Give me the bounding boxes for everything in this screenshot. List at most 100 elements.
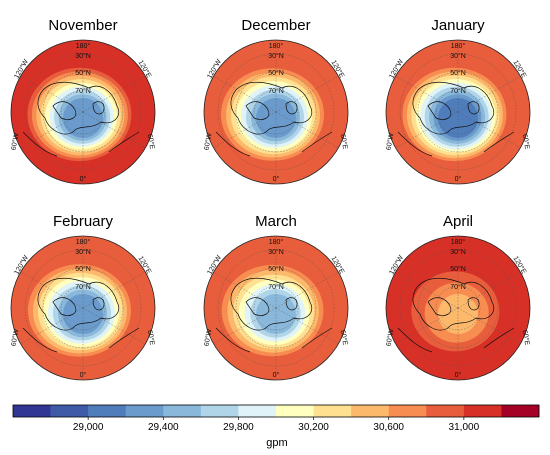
graticule-label: 30°N [268,52,284,60]
latitude-circle [417,267,499,349]
graticule-label: 0° [273,371,280,379]
colorbar-swatch [426,405,465,417]
graticule-label: 30°N [450,52,466,60]
colorbar [12,404,540,420]
map-title: November [48,17,117,34]
map-title: April [443,213,473,230]
graticule-label: 70°N [450,87,466,95]
graticule-label: 0° [273,175,280,183]
graticule-label: 50°N [75,265,91,273]
colorbar-tick-label: 29,400 [148,422,179,433]
graticule-label: 180° [76,42,91,50]
map-border [203,39,349,185]
colorbar-frame [12,404,540,418]
coastline [397,277,515,353]
latitude-circle [235,71,317,153]
map-disc [204,40,348,184]
map-border [10,39,156,185]
colorbar-swatch [88,405,127,417]
map-border [385,235,531,381]
colorbar-unit: gpm [266,437,287,449]
graticule-label: 50°N [75,69,91,77]
coastline [215,277,333,353]
graticule-label: 0° [80,175,87,183]
graticule-label: 70°N [75,283,91,291]
graticule-label: 0° [455,175,462,183]
map-border [10,235,156,381]
colorbar-swatch [50,405,89,417]
graticule-label: 70°N [75,87,91,95]
graticule-label: 70°N [268,283,284,291]
graticule-label: 60°E [521,329,532,346]
graticule-label: 60°E [339,133,350,150]
colorbar-tick-label: 31,000 [449,422,480,433]
colorbar-swatch [501,405,540,417]
map-disc [204,236,348,380]
graticule-label: 180° [76,238,91,246]
meridian-line [20,111,84,149]
colorbar-swatch [125,405,164,417]
graticule-label: 50°N [450,69,466,77]
graticule-label: 60°E [146,329,157,346]
map-title: January [431,17,485,34]
graticule-label: 60°W [10,328,21,347]
latitude-circle [417,71,499,153]
coastline [22,277,140,353]
map-disc [11,236,155,380]
colorbar-tick-label: 30,200 [298,422,329,433]
colorbar-tick-label: 29,000 [73,422,104,433]
meridian-line [20,307,84,345]
colorbar-swatch [388,405,427,417]
graticule-label: 50°N [450,265,466,273]
map-border [203,235,349,381]
map-border [385,39,531,185]
graticule-label: 50°N [268,69,284,77]
graticule-label: 60°W [385,132,396,151]
colorbar-swatch [238,405,277,417]
graticule-label: 60°E [146,133,157,150]
map-title: March [255,213,297,230]
graticule-label: 180° [451,238,466,246]
map-disc [386,40,530,184]
map-title: December [241,17,310,34]
graticule-label: 30°N [75,52,91,60]
latitude-circle [235,267,317,349]
graticule-label: 180° [451,42,466,50]
colorbar-tick-label: 29,800 [223,422,254,433]
graticule-label: 180° [269,238,284,246]
graticule-label: 30°N [268,248,284,256]
coastline [397,81,515,157]
colorbar-swatch [200,405,239,417]
graticule-label: 0° [80,371,87,379]
graticule-label: 0° [455,371,462,379]
latitude-circle [42,267,124,349]
colorbar-swatch [163,405,202,417]
map-title: February [53,213,114,230]
graticule-label: 60°E [521,133,532,150]
coastline [215,81,333,157]
graticule-label: 70°N [450,283,466,291]
graticule-label: 180° [269,42,284,50]
colorbar-swatch [463,405,502,417]
coastline [22,81,140,157]
colorbar-swatch [13,405,51,417]
latitude-circle [42,71,124,153]
colorbar-swatch [351,405,390,417]
graticule-label: 60°W [203,328,214,347]
colorbar-tick-label: 30,600 [373,422,404,433]
colorbar-swatch [276,405,314,417]
graticule-label: 60°W [10,132,21,151]
map-disc [11,40,155,184]
graticule-label: 60°W [203,132,214,151]
graticule-label: 30°N [450,248,466,256]
graticule-label: 30°N [75,248,91,256]
graticule-label: 50°N [268,265,284,273]
